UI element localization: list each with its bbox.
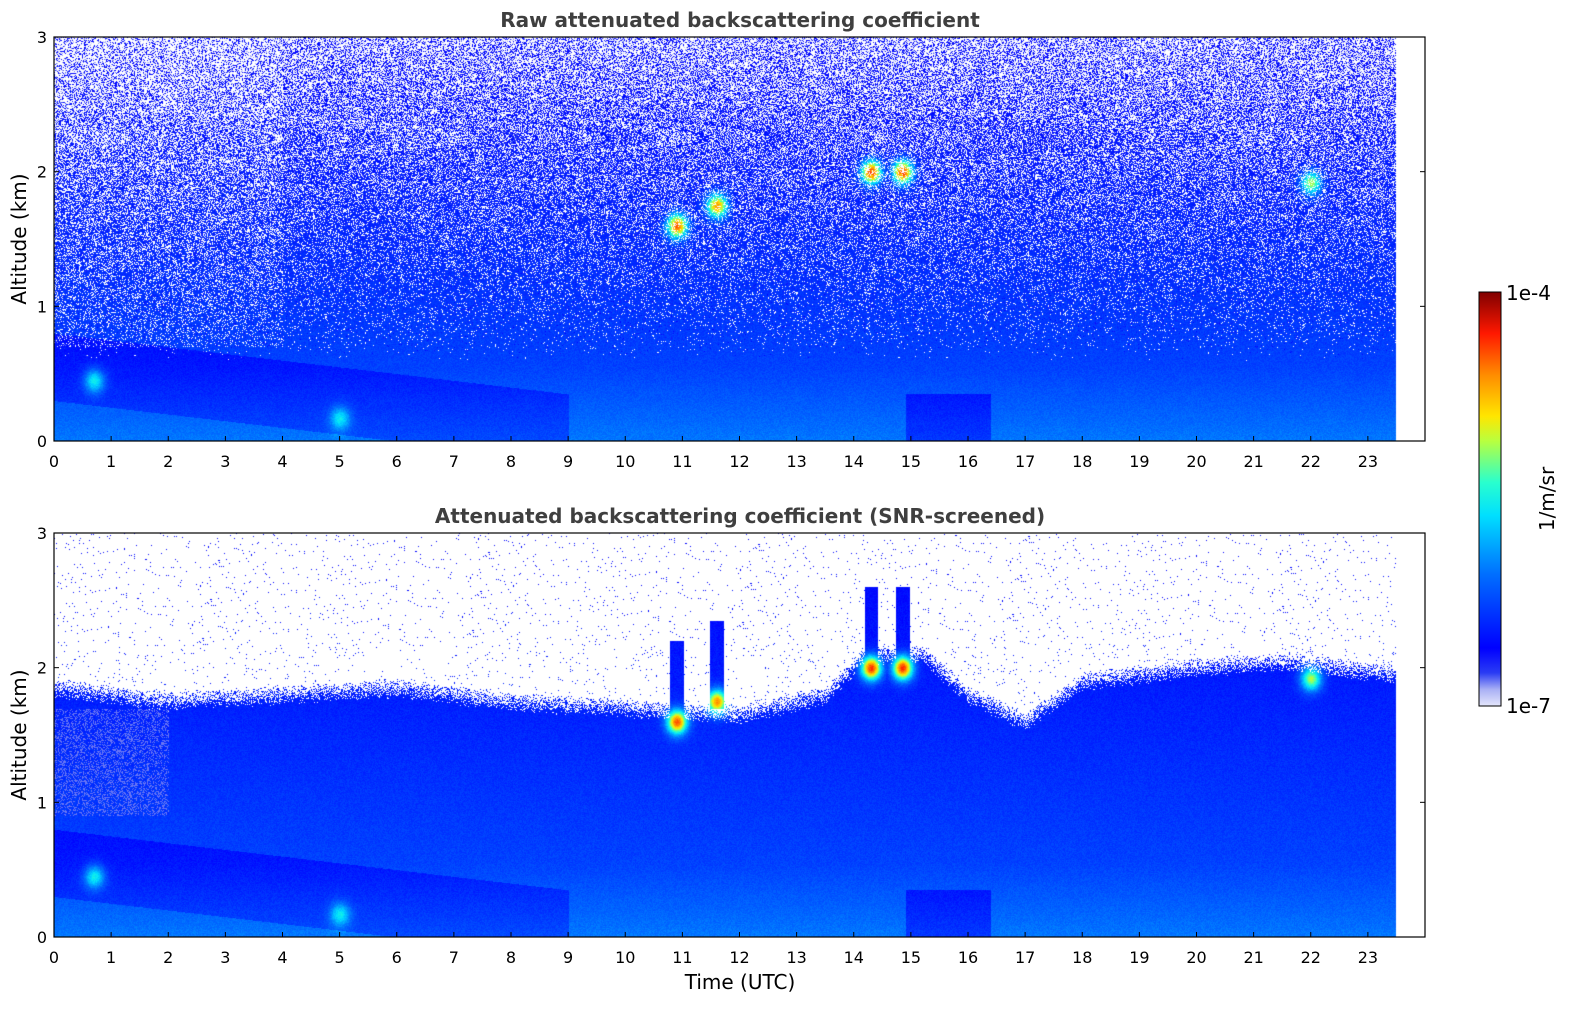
y-tick-label: 3 [37, 524, 47, 543]
x-tick-label: 4 [277, 452, 287, 471]
x-tick-label: 8 [506, 452, 516, 471]
x-tick-label: 9 [563, 452, 573, 471]
x-tick-label: 1 [106, 452, 116, 471]
x-tick-label: 11 [672, 948, 692, 967]
x-tick-label: 14 [844, 452, 864, 471]
x-tick-label: 10 [615, 948, 635, 967]
x-tick-label: 17 [1015, 948, 1035, 967]
colorbar-unit-label: 1/m/sr [1535, 466, 1559, 531]
panel-screened-y-ticks: 0 1 2 3 [37, 524, 1425, 947]
x-tick-label: 13 [786, 948, 806, 967]
x-tick-label: 16 [958, 452, 978, 471]
x-tick-label: 6 [392, 452, 402, 471]
x-tick-label: 0 [49, 452, 59, 471]
x-tick-label: 5 [335, 948, 345, 967]
x-tick-label: 18 [1072, 452, 1092, 471]
x-tick-label: 20 [1186, 452, 1206, 471]
screened-backscatter-heatmap [54, 533, 1400, 937]
panel-raw-ylabel: Altitude (km) [7, 173, 31, 304]
x-tick-label: 15 [901, 452, 921, 471]
panel-screened: Attenuated backscattering coefficient (S… [7, 504, 1426, 994]
y-tick-label: 0 [37, 928, 47, 947]
x-tick-label: 12 [729, 452, 749, 471]
panel-screened-plot [54, 533, 1400, 937]
panel-screened-x-ticks: 0 1 2 3 4 5 6 7 8 9 10 11 12 13 14 15 16 17 18 19 20 21 22 23 [49, 932, 1378, 967]
panel-raw-plot [54, 37, 1400, 441]
x-tick-label: 0 [49, 948, 59, 967]
panel-raw-y-ticks: 0 1 2 3 [37, 28, 1425, 451]
x-tick-label: 17 [1015, 452, 1035, 471]
x-tick-label: 16 [958, 948, 978, 967]
x-tick-label: 22 [1301, 948, 1321, 967]
colorbar-min-label: 1e-7 [1506, 694, 1551, 718]
x-tick-label: 20 [1186, 948, 1206, 967]
x-tick-label: 19 [1129, 948, 1149, 967]
x-tick-label: 10 [615, 452, 635, 471]
x-tick-label: 2 [163, 452, 173, 471]
x-tick-label: 7 [449, 948, 459, 967]
x-tick-label: 12 [729, 948, 749, 967]
panel-screened-ylabel: Altitude (km) [7, 669, 31, 800]
x-tick-label: 23 [1358, 452, 1378, 471]
x-tick-label: 3 [220, 948, 230, 967]
panel-raw-title: Raw attenuated backscattering coefficien… [500, 8, 980, 32]
x-tick-label: 1 [106, 948, 116, 967]
x-tick-label: 14 [844, 948, 864, 967]
x-tick-label: 13 [786, 452, 806, 471]
x-tick-label: 4 [277, 948, 287, 967]
x-tick-label: 8 [506, 948, 516, 967]
y-tick-label: 3 [37, 28, 47, 47]
x-tick-label: 19 [1129, 452, 1149, 471]
y-tick-label: 1 [37, 297, 47, 316]
x-tick-label: 21 [1243, 452, 1263, 471]
panel-raw-x-ticks: 0 1 2 3 4 5 6 7 8 9 10 11 12 13 14 15 16 17 18 19 20 21 22 23 [49, 436, 1378, 471]
x-tick-label: 21 [1243, 948, 1263, 967]
y-tick-label: 2 [37, 659, 47, 678]
x-tick-label: 15 [901, 948, 921, 967]
colorbar: 1e-4 1e-7 1/m/sr [1478, 281, 1559, 718]
x-tick-label: 23 [1358, 948, 1378, 967]
x-tick-label: 3 [220, 452, 230, 471]
x-tick-label: 9 [563, 948, 573, 967]
colorbar-max-label: 1e-4 [1506, 281, 1551, 305]
x-tick-label: 5 [335, 452, 345, 471]
y-tick-label: 1 [37, 793, 47, 812]
y-tick-label: 0 [37, 432, 47, 451]
x-tick-label: 11 [672, 452, 692, 471]
x-tick-label: 18 [1072, 948, 1092, 967]
panel-raw: Raw attenuated backscattering coefficien… [7, 8, 1426, 471]
x-tick-label: 22 [1301, 452, 1321, 471]
panel-screened-xlabel: Time (UTC) [684, 970, 796, 994]
panel-screened-title: Attenuated backscattering coefficient (S… [435, 504, 1045, 528]
x-tick-label: 6 [392, 948, 402, 967]
y-tick-label: 2 [37, 163, 47, 182]
x-tick-label: 2 [163, 948, 173, 967]
raw-backscatter-heatmap [54, 37, 1400, 441]
x-tick-label: 7 [449, 452, 459, 471]
colorbar-scale [1478, 291, 1502, 707]
